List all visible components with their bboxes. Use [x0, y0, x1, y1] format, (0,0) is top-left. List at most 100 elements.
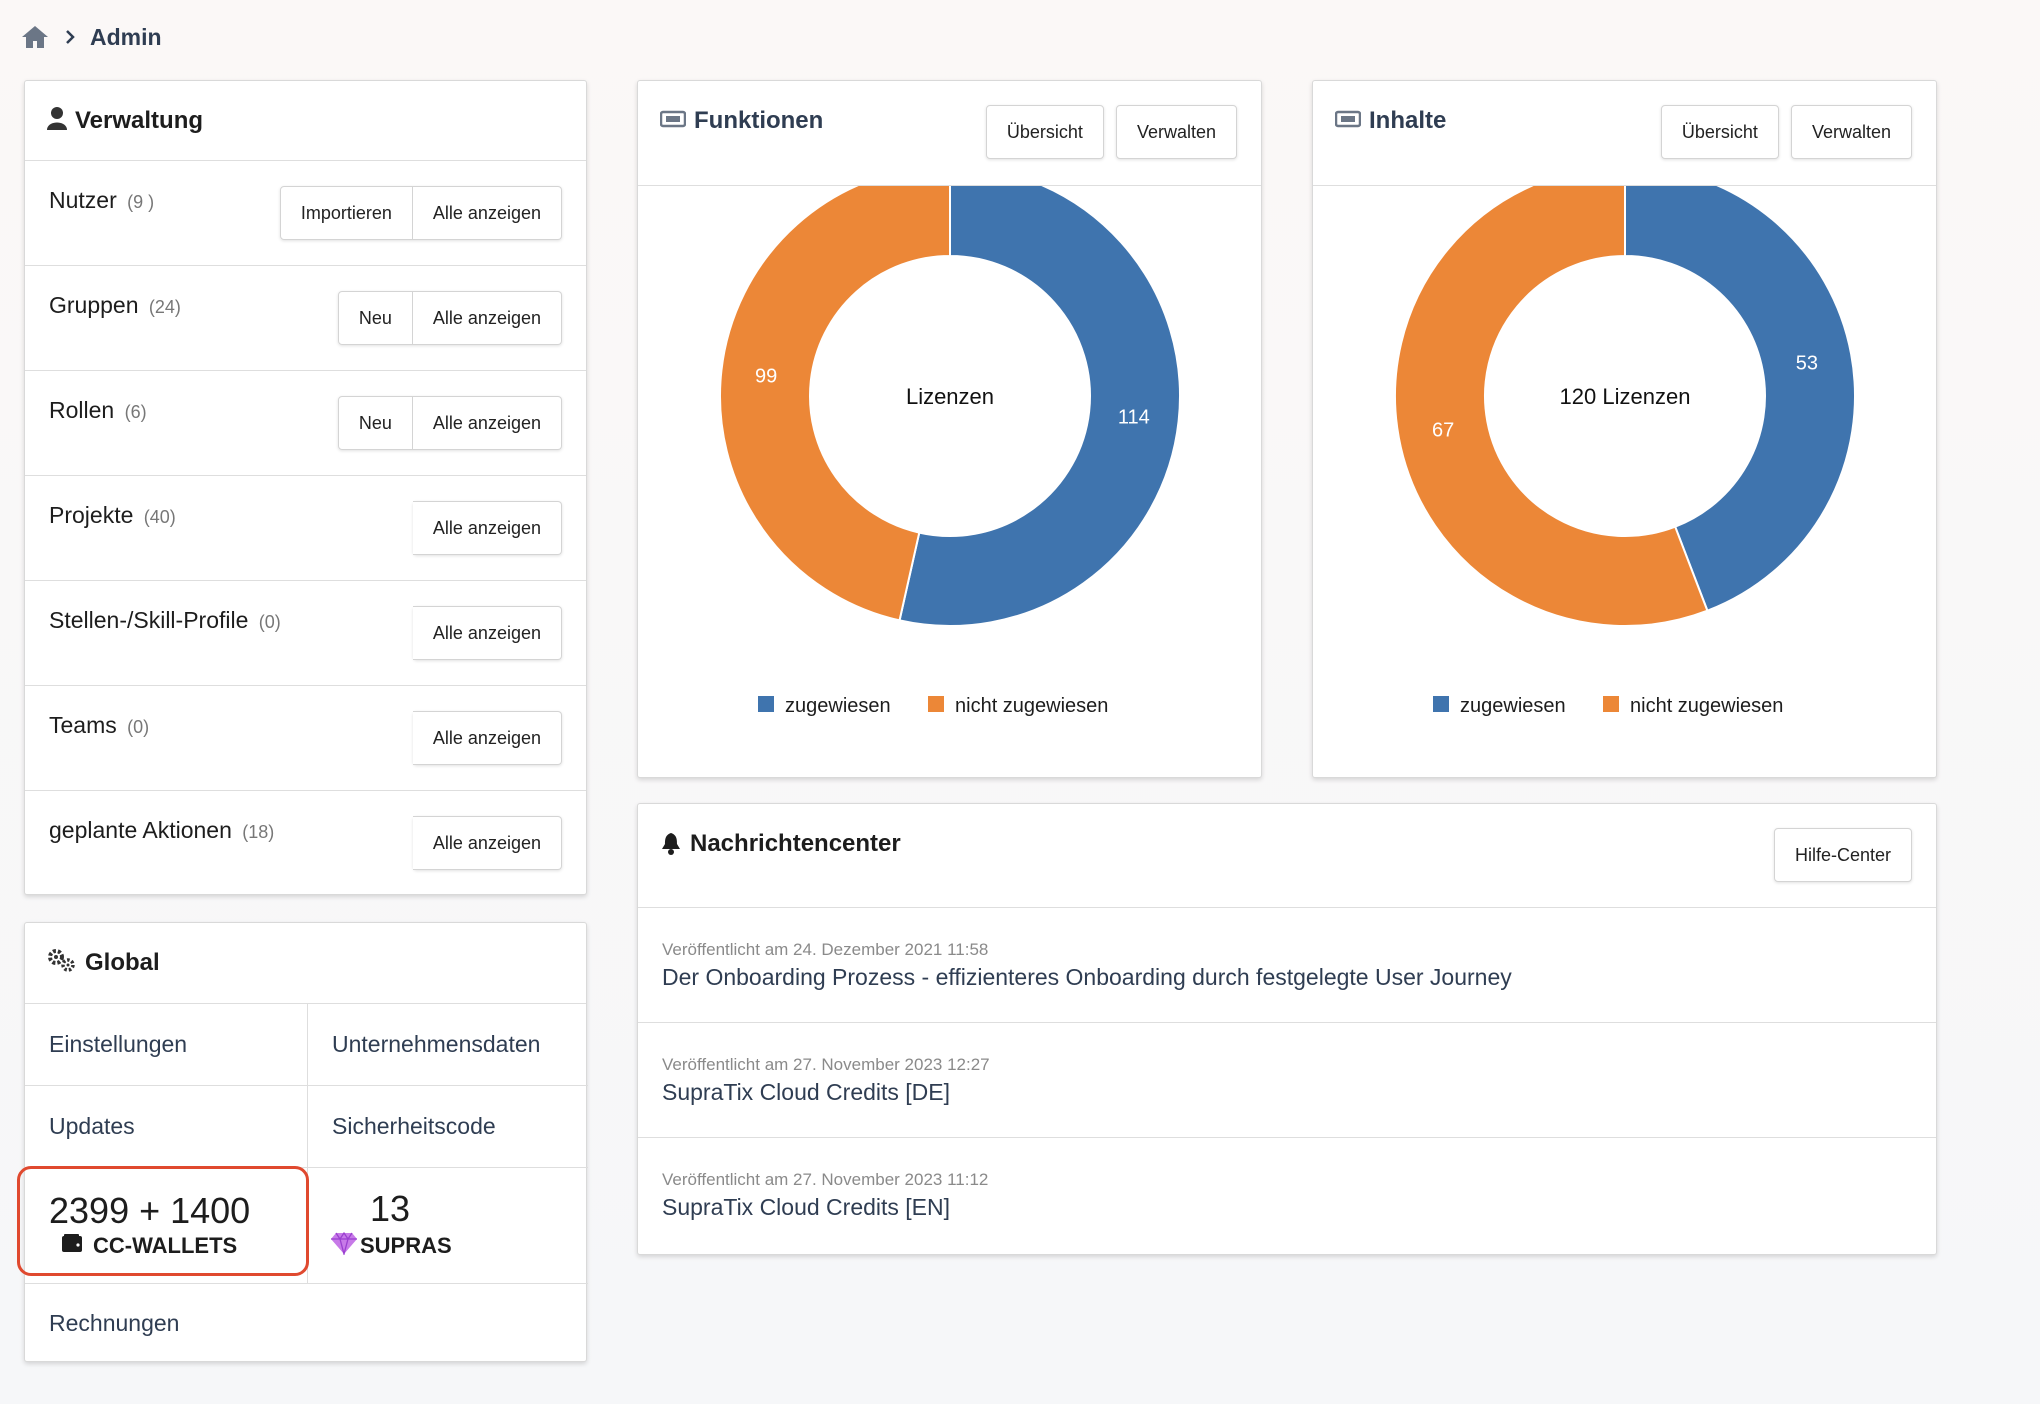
unternehmensdaten-link[interactable]: Unternehmensdaten — [308, 1004, 588, 1086]
row-title: Rollen — [49, 397, 115, 423]
legend-label: zugewiesen — [1460, 695, 1566, 717]
row-title: geplante Aktionen — [49, 817, 232, 843]
hilfe-center-button[interactable]: Hilfe-Center — [1773, 828, 1912, 882]
updates-link[interactable]: Updates — [25, 1086, 308, 1168]
row-actions: Alle anzeigen — [412, 816, 562, 870]
news-date: Veröffentlicht am 24. Dezember 2021 11:5… — [662, 940, 989, 959]
news-title-link[interactable]: Der Onboarding Prozess - effizienteres O… — [662, 964, 1512, 990]
supras-tile[interactable]: 13 SUPRAS — [308, 1168, 588, 1284]
wallet-icon — [61, 1233, 83, 1259]
funktionen-manage-button[interactable]: Verwalten — [1115, 105, 1237, 159]
legend-label: zugewiesen — [785, 695, 891, 717]
row-title: Nutzer — [49, 187, 117, 213]
row-label: Stellen-/Skill-Profile (0) — [49, 607, 281, 634]
breadcrumb: Admin — [20, 20, 162, 54]
sicherheitscode-link[interactable]: Sicherheitscode — [308, 1086, 588, 1168]
verwaltung-header: Verwaltung — [25, 81, 586, 161]
panel-title: Nachrichtencenter — [690, 830, 901, 857]
verwaltung-list: Nutzer (9 ) Importieren Alle anzeigen Grupp… — [25, 161, 586, 894]
cc-wallets-value: 2399 + 1400 — [49, 1189, 251, 1231]
news-item: Veröffentlicht am 24. Dezember 2021 11:5… — [638, 908, 1936, 1023]
row-title: Gruppen — [49, 292, 139, 318]
row-label: geplante Aktionen (18) — [49, 817, 274, 844]
row-actions: Alle anzeigen — [412, 711, 562, 765]
ticket-icon — [1334, 110, 1362, 133]
neu-button[interactable]: Neu — [337, 291, 413, 345]
row-count: (6) — [124, 402, 147, 422]
donut-value-label: 99 — [755, 366, 777, 388]
neu-button[interactable]: Neu — [337, 396, 413, 450]
supras-label: SUPRAS — [360, 1232, 452, 1258]
donut-center-label: Lizenzen — [906, 384, 994, 409]
row-count: (0) — [127, 717, 150, 737]
verwaltung-row: Teams (0) Alle anzeigen — [25, 686, 586, 791]
donut-value-label: 67 — [1432, 420, 1454, 442]
legend-swatch — [1603, 696, 1619, 712]
news-title-link[interactable]: SupraTix Cloud Credits [EN] — [662, 1194, 951, 1220]
row-count: (40) — [143, 507, 176, 527]
legend-item[interactable]: nicht zugewiesen — [928, 695, 1108, 717]
donut-slice-nicht-zugewiesen[interactable] — [1394, 186, 1709, 627]
panel-title: Funktionen — [694, 107, 824, 134]
row-count: (18) — [242, 822, 275, 842]
alle-anzeigen-button[interactable]: Alle anzeigen — [412, 396, 562, 450]
donut-center-label: 120 Lizenzen — [1560, 384, 1691, 409]
row-label: Gruppen (24) — [49, 292, 181, 319]
inhalte-manage-button[interactable]: Verwalten — [1790, 105, 1912, 159]
row-count: (0) — [258, 612, 281, 632]
cc-wallets-tile[interactable]: 2399 + 1400 CC-WALLETS — [25, 1168, 308, 1284]
gears-icon — [47, 948, 77, 979]
row-actions: Alle anzeigen — [412, 501, 562, 555]
alle-anzeigen-button[interactable]: Alle anzeigen — [412, 816, 562, 870]
verwaltung-row: Rollen (6) Neu Alle anzeigen — [25, 371, 586, 476]
gem-icon — [330, 1231, 358, 1261]
donut-slice-zugewiesen[interactable] — [898, 186, 1181, 627]
verwaltung-row: Gruppen (24) Neu Alle anzeigen — [25, 266, 586, 371]
inhalte-overview-button[interactable]: Übersicht — [1660, 105, 1779, 159]
legend-item[interactable]: nicht zugewiesen — [1603, 695, 1783, 717]
legend-item[interactable]: zugewiesen — [1433, 695, 1566, 717]
funktionen-donut-chart: 114 99 Lizenzen zugewiesen nicht zugewiesen — [719, 186, 1181, 717]
row-actions: Importieren Alle anzeigen — [279, 186, 562, 240]
row-title: Projekte — [49, 502, 134, 528]
panel-title: Inhalte — [1369, 107, 1447, 134]
news-date: Veröffentlicht am 27. November 2023 11:1… — [662, 1170, 989, 1189]
ticket-icon — [659, 110, 687, 133]
donut-slice-zugewiesen[interactable] — [1624, 186, 1856, 613]
alle-anzeigen-button[interactable]: Alle anzeigen — [412, 606, 562, 660]
supras-value: 13 — [370, 1187, 411, 1229]
importieren-button[interactable]: Importieren — [279, 186, 413, 240]
legend-swatch — [928, 696, 944, 712]
einstellungen-link[interactable]: Einstellungen — [25, 1004, 308, 1086]
row-title: Teams — [49, 712, 117, 738]
donut-value-label: 53 — [1796, 352, 1818, 374]
breadcrumb-current: Admin — [90, 23, 162, 50]
home-icon[interactable] — [20, 24, 50, 50]
verwaltung-row: Nutzer (9 ) Importieren Alle anzeigen — [25, 161, 586, 266]
row-actions: Neu Alle anzeigen — [337, 291, 562, 345]
inhalte-panel: Inhalte Übersicht Verwalten 53 67 120 Lize… — [1312, 80, 1937, 778]
row-label: Rollen (6) — [49, 397, 147, 424]
news-item: Veröffentlicht am 27. November 2023 11:1… — [638, 1138, 1936, 1253]
nachrichtencenter-panel: Nachrichtencenter Hilfe-Center Veröffent… — [637, 803, 1937, 1255]
alle-anzeigen-button[interactable]: Alle anzeigen — [412, 501, 562, 555]
alle-anzeigen-button[interactable]: Alle anzeigen — [412, 291, 562, 345]
row-count: (9 ) — [127, 192, 155, 212]
legend-item[interactable]: zugewiesen — [758, 695, 891, 717]
legend-label: nicht zugewiesen — [1630, 695, 1783, 717]
donut-value-label: 114 — [1118, 406, 1150, 428]
global-header: Global — [25, 923, 586, 1004]
news-title-link[interactable]: SupraTix Cloud Credits [DE] — [662, 1079, 951, 1105]
row-actions: Neu Alle anzeigen — [337, 396, 562, 450]
legend-label: nicht zugewiesen — [955, 695, 1108, 717]
inhalte-header: Inhalte Übersicht Verwalten — [1313, 81, 1936, 186]
alle-anzeigen-button[interactable]: Alle anzeigen — [412, 186, 562, 240]
chevron-right-icon — [64, 29, 76, 45]
donut-slice-nicht-zugewiesen[interactable] — [719, 186, 951, 622]
alle-anzeigen-button[interactable]: Alle anzeigen — [412, 711, 562, 765]
user-icon — [47, 106, 67, 135]
rechnungen-link[interactable]: Rechnungen — [49, 1310, 180, 1336]
row-label: Teams (0) — [49, 712, 149, 739]
row-count: (24) — [148, 297, 181, 317]
funktionen-overview-button[interactable]: Übersicht — [985, 105, 1104, 159]
